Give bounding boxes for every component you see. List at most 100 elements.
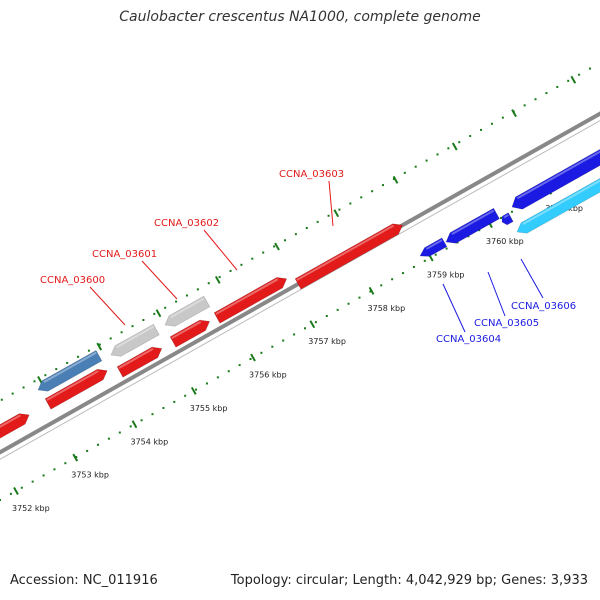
- gene-leader-line: [141, 260, 178, 300]
- scale-dot: [349, 202, 352, 205]
- gene-arrow-forward[interactable]: [169, 319, 211, 348]
- scale-dot: [545, 92, 548, 95]
- scale-tick-label: 3757 kbp: [308, 337, 346, 346]
- gene-arrow-reverse[interactable]: [501, 212, 514, 226]
- gene-arrow-reverse[interactable]: [511, 147, 600, 210]
- scale-dot: [98, 343, 101, 346]
- gene-arrow-reverse[interactable]: [445, 207, 500, 244]
- gene-label-forward: CCNA_03603: [279, 169, 344, 180]
- scale-tick: [309, 320, 316, 329]
- gene-arrow-feature[interactable]: [37, 349, 103, 392]
- scale-dot: [412, 265, 415, 268]
- upper-scale-tick: [333, 209, 340, 218]
- accession-text: Accession: NC_011916: [10, 573, 158, 588]
- scale-dot: [316, 220, 319, 223]
- scale-dot: [107, 437, 110, 440]
- scale-dot: [325, 315, 328, 318]
- scale-dot: [327, 214, 330, 217]
- scale-dot: [273, 245, 276, 248]
- scale-dot: [205, 382, 208, 385]
- scale-dot: [162, 407, 165, 410]
- scale-dot: [490, 122, 493, 125]
- scale-dot: [380, 284, 383, 287]
- scale-dot: [347, 302, 350, 305]
- gene-highlight: [451, 209, 495, 235]
- gene-label-reverse: CCNA_03604: [436, 334, 501, 345]
- scale-dot: [382, 184, 385, 187]
- gene-arrow-reverse[interactable]: [419, 237, 448, 257]
- scale-dot: [469, 135, 472, 138]
- scale-tick: [131, 420, 138, 429]
- scale-dot: [195, 388, 198, 391]
- scale-dot: [31, 480, 34, 483]
- scale-dot: [556, 85, 559, 88]
- upper-scale-tick: [155, 309, 162, 318]
- scale-dot: [9, 492, 12, 495]
- scale-dot: [129, 425, 132, 428]
- gene-highlight: [425, 239, 443, 250]
- scale-dot: [478, 229, 481, 232]
- scale-dot: [510, 210, 513, 213]
- scale-tick-label: 3754 kbp: [131, 437, 169, 446]
- gene-leader-line: [520, 258, 544, 299]
- scale-dot: [480, 128, 483, 131]
- scale-dot: [588, 67, 591, 70]
- gene-arrow-rna[interactable]: [110, 323, 160, 357]
- upper-scale-tick: [214, 275, 221, 284]
- upper-scale-tick: [37, 376, 43, 384]
- gene-arrow-reverse-rna[interactable]: [516, 178, 600, 234]
- scale-dot: [423, 259, 426, 262]
- gene-arrow-forward[interactable]: [294, 223, 404, 290]
- scale-tick: [13, 487, 19, 495]
- gene-arrow-forward[interactable]: [0, 413, 30, 443]
- gene-arrow-rna[interactable]: [164, 295, 211, 327]
- scale-tick: [72, 453, 79, 462]
- scale-dot: [22, 386, 25, 389]
- gene-label-forward: CCNA_03602: [154, 218, 219, 229]
- scale-dot: [66, 361, 69, 364]
- gene-label-forward: CCNA_03601: [92, 249, 157, 260]
- scale-tick: [190, 386, 197, 395]
- scale-dot: [227, 370, 230, 373]
- scale-dot: [196, 288, 199, 291]
- scale-dot: [305, 227, 308, 230]
- scale-dot: [500, 216, 503, 219]
- scale-tick-label: 3752 kbp: [12, 504, 50, 513]
- gene-highlight: [0, 414, 21, 428]
- upper-scale-tick: [274, 242, 280, 251]
- scale-dot: [425, 159, 428, 162]
- scale-dot: [271, 345, 274, 348]
- gene-leader-line: [328, 180, 334, 227]
- scale-dot: [218, 276, 221, 279]
- scale-tick-label: 3760 kbp: [486, 237, 524, 246]
- gene-leader-line: [487, 271, 506, 317]
- scale-dot: [55, 368, 58, 371]
- gene-highlight: [116, 325, 154, 348]
- scale-dot: [153, 312, 156, 315]
- scale-dot: [44, 374, 47, 377]
- scale-tick: [250, 353, 256, 362]
- scale-dot: [142, 319, 145, 322]
- scale-dot: [109, 337, 112, 340]
- scale-dot: [403, 171, 406, 174]
- scale-dot: [140, 419, 143, 422]
- scale-dot: [358, 296, 361, 299]
- gene-highlight: [171, 321, 202, 339]
- upper-scale-tick: [451, 142, 458, 151]
- scale-dot: [391, 278, 394, 281]
- scale-dot: [534, 98, 537, 101]
- gene-arrow-forward[interactable]: [44, 368, 108, 410]
- gene-arrow-forward[interactable]: [116, 346, 163, 378]
- scale-dot: [251, 257, 254, 260]
- scale-dot: [456, 241, 459, 244]
- gene-leader-line: [89, 286, 126, 326]
- gene-arrow-forward[interactable]: [213, 277, 288, 324]
- scale-dot: [184, 394, 187, 397]
- scale-dot: [578, 73, 581, 76]
- scale-tick-label: 3753 kbp: [71, 471, 109, 480]
- gene-highlight: [296, 224, 395, 281]
- scale-dot: [238, 364, 241, 367]
- scale-dot: [458, 141, 461, 144]
- scale-dot: [0, 398, 3, 401]
